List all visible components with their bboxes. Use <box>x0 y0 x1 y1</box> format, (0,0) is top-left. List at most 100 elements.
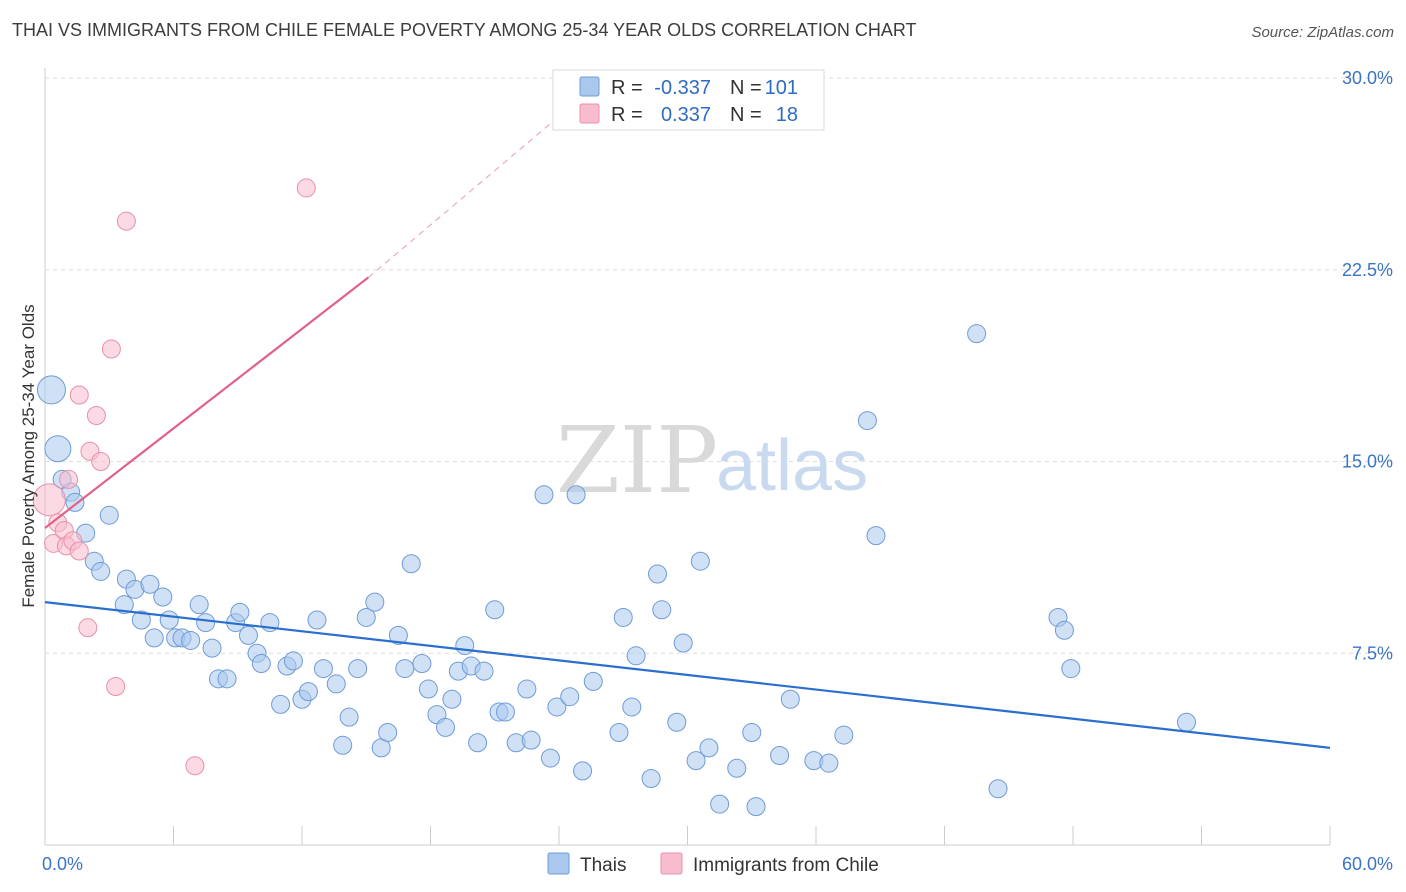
thai-point <box>468 733 488 753</box>
legend: R = -0.337 N = 101 R = 0.337 N = 18 <box>552 69 825 131</box>
thai-point <box>1177 712 1197 732</box>
chile-trend-extension <box>368 115 560 278</box>
thai-point <box>517 679 537 699</box>
thai-point <box>1061 659 1081 679</box>
x-tick-label: 60.0% <box>1342 854 1393 874</box>
thai-point <box>609 723 629 743</box>
thai-point <box>727 758 747 778</box>
chile-point <box>296 178 316 198</box>
thai-point <box>652 600 672 620</box>
thai-point <box>566 485 586 505</box>
thai-point <box>333 735 353 755</box>
chile-point <box>69 385 89 405</box>
thai-point <box>780 689 800 709</box>
source-label: Source: ZipAtlas.com <box>1251 24 1394 41</box>
bottom-legend-chile: Immigrants from Chile <box>693 855 879 876</box>
chile-point <box>78 618 98 638</box>
thai-point <box>442 689 462 709</box>
x-tick-labels: 0.0% 60.0% <box>42 854 1393 874</box>
chile-trend-line <box>44 276 370 529</box>
thai-point <box>36 375 66 405</box>
watermark: ZIP atlas <box>556 407 868 514</box>
thai-point <box>988 779 1008 799</box>
thai-point <box>388 625 408 645</box>
legend-r-label: R = <box>611 77 643 99</box>
x-tick-label: 0.0% <box>42 854 83 874</box>
chile-point <box>59 469 79 489</box>
bottom-legend-swatch-thai <box>547 852 570 875</box>
thai-point <box>819 753 839 773</box>
thai-point <box>547 697 567 717</box>
chile-point <box>69 541 89 561</box>
thai-point <box>648 564 668 584</box>
thai-point <box>686 751 706 771</box>
thai-point <box>144 628 164 648</box>
thai-point <box>202 638 222 658</box>
thai-point <box>521 730 541 750</box>
thai-point <box>834 725 854 745</box>
thai-point <box>196 613 216 633</box>
thai-point <box>140 574 160 594</box>
thai-point <box>44 435 72 463</box>
watermark-atlas: atlas <box>716 426 868 506</box>
thai-points <box>36 324 1197 817</box>
thai-point <box>395 659 415 679</box>
thai-point <box>356 607 376 627</box>
thai-point <box>866 526 886 546</box>
legend-n-value: 18 <box>776 104 798 126</box>
thai-point <box>159 610 179 630</box>
y-tick-label: 30.0% <box>1342 68 1393 88</box>
chile-point <box>32 483 66 517</box>
y-tick-label: 7.5% <box>1352 643 1393 663</box>
thai-point <box>230 602 250 622</box>
thai-point <box>271 694 291 714</box>
thai-point <box>326 674 346 694</box>
thai-point <box>534 485 554 505</box>
thai-point <box>699 738 719 758</box>
chile-point <box>91 452 111 471</box>
thai-point <box>857 411 877 431</box>
thai-point <box>746 797 766 817</box>
legend-r-value: 0.337 <box>661 104 711 126</box>
bottom-legend: Thais Immigrants from Chile <box>547 852 879 876</box>
thai-point <box>131 610 151 630</box>
thai-point <box>307 610 327 630</box>
thai-point <box>348 659 368 679</box>
thai-point <box>339 707 359 727</box>
y-axis-label: Female Poverty Among 25-34 Year Olds <box>19 304 38 607</box>
thai-trend-line <box>44 601 1331 749</box>
thai-point <box>626 646 646 666</box>
thai-point <box>474 661 494 681</box>
thai-point <box>667 712 687 732</box>
thai-point <box>1054 620 1074 640</box>
thai-point <box>91 561 111 581</box>
thai-point <box>560 687 580 707</box>
chile-points <box>32 178 316 776</box>
thai-point <box>99 505 119 525</box>
bottom-legend-thai: Thais <box>580 855 626 876</box>
thai-point <box>435 717 455 737</box>
legend-n-label: N = <box>730 77 762 99</box>
thai-point <box>365 592 385 612</box>
thai-point <box>114 595 134 615</box>
thai-point <box>573 761 593 781</box>
thai-point <box>770 746 790 766</box>
thai-point <box>283 651 303 671</box>
thai-point <box>673 633 693 653</box>
legend-n-value: 101 <box>765 77 798 99</box>
thai-point <box>217 669 237 689</box>
thai-point <box>485 600 505 620</box>
chart-title: THAI VS IMMIGRANTS FROM CHILE FEMALE POV… <box>12 20 917 40</box>
thai-point <box>495 702 515 722</box>
thai-point <box>153 587 173 607</box>
trend-lines <box>44 115 1331 749</box>
legend-r-label: R = <box>611 104 643 126</box>
thai-point <box>710 794 730 814</box>
thai-point <box>378 723 398 743</box>
thai-point <box>412 653 432 673</box>
axes <box>44 68 1331 846</box>
chile-point <box>116 211 136 231</box>
chile-point <box>101 339 121 359</box>
legend-swatch-chile <box>579 103 600 124</box>
thai-point <box>613 607 633 627</box>
